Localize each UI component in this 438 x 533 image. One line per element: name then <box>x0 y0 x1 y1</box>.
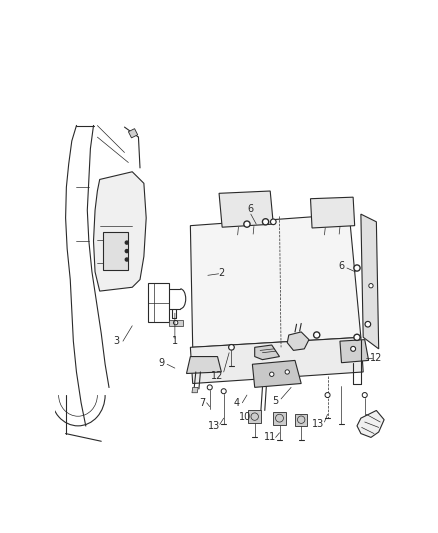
Circle shape <box>355 266 359 270</box>
Polygon shape <box>93 172 146 291</box>
Circle shape <box>314 332 320 338</box>
Polygon shape <box>191 337 363 384</box>
Text: 7: 7 <box>199 398 205 408</box>
Polygon shape <box>252 360 301 387</box>
Circle shape <box>369 284 373 288</box>
Text: 6: 6 <box>339 261 345 271</box>
Circle shape <box>325 393 330 398</box>
Circle shape <box>125 249 128 253</box>
Circle shape <box>175 322 177 324</box>
Bar <box>248 410 261 423</box>
Circle shape <box>354 334 360 341</box>
Circle shape <box>364 394 366 397</box>
Circle shape <box>272 220 275 223</box>
Circle shape <box>365 321 371 327</box>
Circle shape <box>271 373 273 375</box>
Circle shape <box>271 219 276 224</box>
Circle shape <box>351 346 356 351</box>
Text: 13: 13 <box>208 421 220 431</box>
Polygon shape <box>192 387 198 393</box>
Circle shape <box>229 345 234 350</box>
Circle shape <box>125 241 128 244</box>
Circle shape <box>270 373 274 376</box>
Circle shape <box>355 336 359 339</box>
Text: 10: 10 <box>239 411 251 422</box>
Polygon shape <box>191 214 361 348</box>
Bar <box>273 411 286 425</box>
Text: 3: 3 <box>114 336 120 346</box>
Circle shape <box>326 394 329 397</box>
Polygon shape <box>128 128 138 138</box>
Bar <box>295 414 307 426</box>
Polygon shape <box>361 214 379 349</box>
Polygon shape <box>187 357 221 374</box>
Circle shape <box>208 385 212 390</box>
Circle shape <box>244 221 250 227</box>
Polygon shape <box>311 197 355 228</box>
Circle shape <box>174 321 177 325</box>
Circle shape <box>230 346 233 349</box>
Circle shape <box>125 258 128 261</box>
Text: 6: 6 <box>248 204 254 214</box>
Circle shape <box>370 285 372 287</box>
Circle shape <box>352 348 354 350</box>
Circle shape <box>362 393 367 398</box>
Circle shape <box>221 389 226 393</box>
Text: 9: 9 <box>159 358 165 368</box>
Circle shape <box>245 222 249 226</box>
Circle shape <box>354 265 360 271</box>
Text: 5: 5 <box>272 396 279 406</box>
Polygon shape <box>148 284 170 322</box>
Polygon shape <box>219 191 273 227</box>
Polygon shape <box>340 340 369 363</box>
Circle shape <box>315 333 318 337</box>
Polygon shape <box>196 268 208 280</box>
Circle shape <box>264 220 267 223</box>
Text: 12: 12 <box>370 353 382 363</box>
Text: 12: 12 <box>211 371 224 381</box>
Text: 1: 1 <box>172 336 178 346</box>
Polygon shape <box>255 345 279 360</box>
Polygon shape <box>357 410 384 438</box>
Text: 13: 13 <box>312 419 325 429</box>
Polygon shape <box>169 320 183 326</box>
Circle shape <box>286 371 288 373</box>
Circle shape <box>285 370 289 374</box>
Circle shape <box>223 390 225 392</box>
Circle shape <box>366 323 369 326</box>
Text: 4: 4 <box>234 398 240 408</box>
Circle shape <box>208 386 211 389</box>
Circle shape <box>262 219 268 225</box>
Text: 11: 11 <box>264 432 276 442</box>
Polygon shape <box>103 232 128 270</box>
Text: 2: 2 <box>218 269 225 278</box>
Polygon shape <box>287 332 309 350</box>
